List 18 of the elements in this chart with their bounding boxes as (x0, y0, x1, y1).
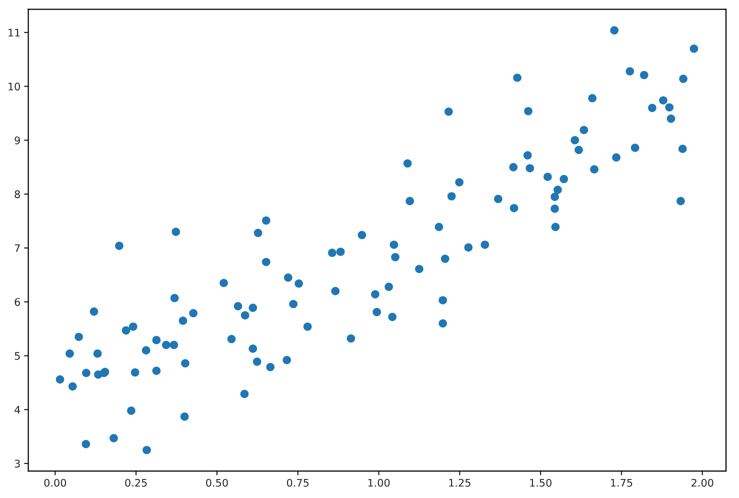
y-tick-label: 8 (14, 190, 20, 198)
y-tick-label: 5 (14, 352, 20, 360)
y-tick-label: 11 (8, 28, 20, 36)
y-tick-label: 7 (14, 244, 20, 252)
x-tick-label: 2.00 (692, 478, 714, 487)
x-tick-label: 1.75 (611, 478, 632, 487)
x-tick-label: 1.25 (449, 478, 470, 487)
x-tick-label: 0.25 (125, 478, 147, 487)
y-tick-label: 6 (14, 298, 20, 306)
x-tick-label: 1.00 (368, 478, 390, 487)
y-tick-label: 9 (14, 136, 20, 144)
x-tick-label: 0.00 (44, 478, 66, 487)
y-tick-label: 10 (8, 82, 20, 90)
x-tick-label: 0.50 (206, 478, 228, 487)
x-tick-label: 1.50 (530, 478, 552, 487)
y-tick-label: 3 (14, 460, 20, 468)
y-tick-label: 4 (14, 406, 20, 414)
x-tick-label: 0.75 (286, 478, 309, 487)
